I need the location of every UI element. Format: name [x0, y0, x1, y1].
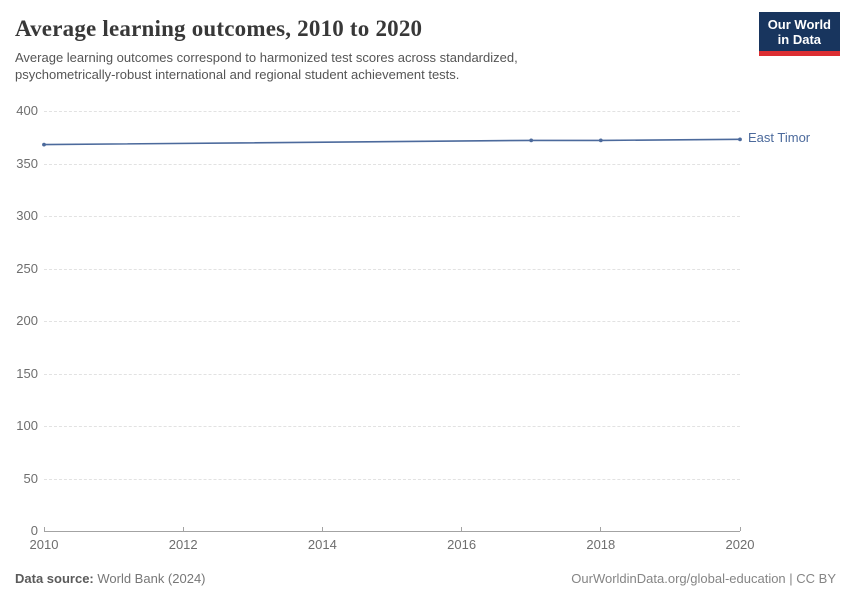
- y-axis-tick-label: 350: [16, 155, 38, 171]
- gridline: [44, 426, 740, 427]
- page-title: Average learning outcomes, 2010 to 2020: [15, 16, 423, 41]
- chart-subtitle: Average learning outcomes correspond to …: [15, 50, 518, 83]
- gridline: [44, 321, 740, 322]
- y-axis-tick-label: 250: [16, 260, 38, 276]
- series-line: [43, 138, 741, 146]
- y-axis-tick-label: 200: [16, 313, 38, 328]
- attribution-link[interactable]: OurWorldinData.org/global-education | CC…: [571, 571, 836, 586]
- gridline: [44, 268, 740, 270]
- x-axis-tick-label: 2012: [168, 537, 198, 552]
- gridline: [44, 163, 740, 165]
- series-entity-label[interactable]: East Timor: [748, 130, 811, 146]
- x-axis-tick: [43, 527, 45, 531]
- y-axis-tick-label: 100: [16, 418, 38, 433]
- y-axis-tick-label: 0: [30, 523, 38, 538]
- data-source-label: Data source:: [15, 571, 94, 586]
- chart-header: Average learning outcomes, 2010 to 2020 …: [15, 12, 840, 84]
- x-axis-tick: [321, 527, 323, 531]
- x-axis-line: [44, 531, 740, 532]
- chart-footer: Data source: World Bank (2024) OurWorldi…: [15, 571, 836, 586]
- y-axis-tick-label: 300: [16, 208, 38, 223]
- x-axis-tick-label: 2014: [307, 537, 337, 552]
- y-axis-tick-label: 150: [16, 365, 38, 381]
- x-axis-tick: [600, 527, 602, 531]
- data-point-marker: [738, 137, 742, 142]
- x-axis-tick: [461, 527, 463, 531]
- gridline: [44, 111, 740, 112]
- gridline: [44, 216, 740, 217]
- x-axis-tick: [739, 527, 741, 531]
- data-source-value: World Bank (2024): [93, 571, 206, 586]
- gridline: [44, 373, 740, 375]
- x-axis-tick-label: 2020: [725, 537, 755, 552]
- owid-logo-line2: in Data: [777, 32, 822, 47]
- data-point-marker: [42, 142, 46, 147]
- data-point-marker: [529, 138, 534, 143]
- owid-logo[interactable]: Our World in Data: [758, 12, 840, 56]
- owid-logo-line1: Our World: [767, 17, 831, 32]
- x-axis-tick: [182, 527, 184, 531]
- gridline: [44, 478, 740, 480]
- y-axis-tick-label: 400: [16, 103, 38, 118]
- data-point-marker: [598, 138, 603, 143]
- x-axis-tick-label: 2010: [29, 537, 59, 552]
- y-axis-tick-label: 50: [23, 470, 38, 486]
- x-axis-tick-label: 2018: [586, 537, 616, 552]
- data-source-note: Data source: World Bank (2024): [15, 571, 206, 586]
- x-axis-tick-label: 2016: [447, 537, 477, 552]
